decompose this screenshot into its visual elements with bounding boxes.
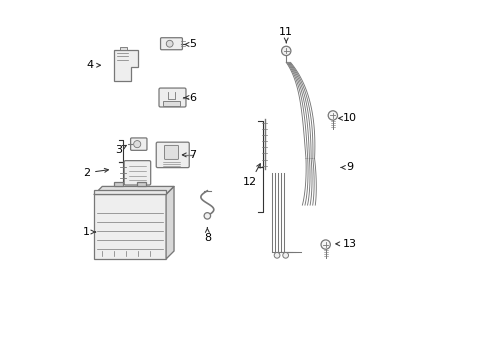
FancyBboxPatch shape bbox=[131, 138, 147, 150]
FancyBboxPatch shape bbox=[159, 88, 186, 107]
Text: 2: 2 bbox=[83, 168, 108, 178]
Circle shape bbox=[204, 213, 211, 219]
Text: 7: 7 bbox=[182, 150, 196, 160]
Text: 5: 5 bbox=[184, 40, 196, 49]
FancyBboxPatch shape bbox=[95, 190, 166, 194]
Text: 10: 10 bbox=[339, 113, 357, 123]
FancyBboxPatch shape bbox=[120, 46, 127, 50]
Text: 6: 6 bbox=[184, 93, 196, 103]
Circle shape bbox=[134, 141, 141, 148]
Text: 8: 8 bbox=[204, 228, 211, 243]
Polygon shape bbox=[95, 186, 174, 194]
Polygon shape bbox=[114, 50, 138, 81]
Text: 3: 3 bbox=[115, 144, 126, 154]
FancyBboxPatch shape bbox=[164, 101, 179, 105]
Text: 1: 1 bbox=[83, 227, 96, 237]
Text: 9: 9 bbox=[341, 162, 353, 172]
FancyBboxPatch shape bbox=[115, 182, 123, 186]
FancyBboxPatch shape bbox=[161, 38, 182, 50]
Circle shape bbox=[166, 40, 173, 47]
Circle shape bbox=[328, 111, 338, 120]
FancyBboxPatch shape bbox=[156, 142, 189, 168]
Circle shape bbox=[321, 240, 330, 249]
FancyBboxPatch shape bbox=[95, 194, 166, 259]
Text: 13: 13 bbox=[336, 239, 357, 249]
Circle shape bbox=[282, 46, 291, 55]
Text: 12: 12 bbox=[244, 164, 260, 187]
Polygon shape bbox=[166, 186, 174, 259]
Text: 11: 11 bbox=[279, 27, 293, 43]
Text: 4: 4 bbox=[87, 60, 100, 70]
FancyBboxPatch shape bbox=[137, 182, 146, 186]
FancyBboxPatch shape bbox=[165, 145, 178, 159]
Circle shape bbox=[283, 252, 289, 258]
FancyBboxPatch shape bbox=[124, 161, 151, 185]
Circle shape bbox=[274, 252, 280, 258]
